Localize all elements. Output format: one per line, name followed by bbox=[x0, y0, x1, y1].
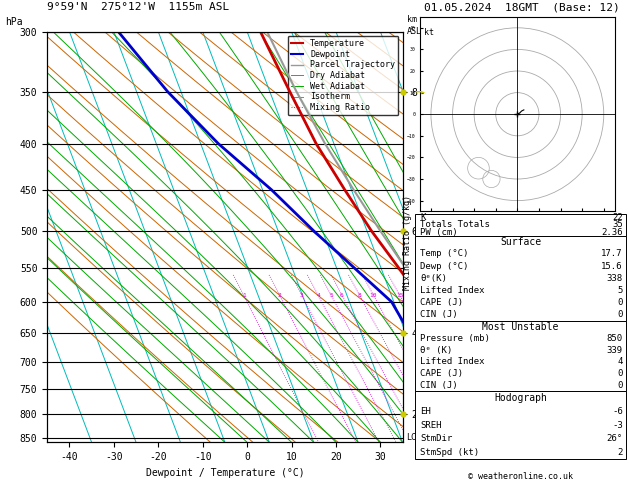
Text: 0: 0 bbox=[617, 310, 623, 319]
Text: StmSpd (kt): StmSpd (kt) bbox=[420, 448, 479, 457]
Text: 3: 3 bbox=[300, 293, 304, 298]
Text: Dewp (°C): Dewp (°C) bbox=[420, 261, 469, 271]
Text: LCL: LCL bbox=[406, 433, 421, 442]
Text: 01.05.2024  18GMT  (Base: 12): 01.05.2024 18GMT (Base: 12) bbox=[424, 2, 620, 12]
Text: K: K bbox=[420, 213, 426, 222]
Text: CIN (J): CIN (J) bbox=[420, 381, 458, 390]
Text: -3: -3 bbox=[612, 421, 623, 430]
Text: 22: 22 bbox=[612, 213, 623, 222]
Text: 0: 0 bbox=[617, 369, 623, 378]
Text: Lifted Index: Lifted Index bbox=[420, 286, 485, 295]
Text: 35: 35 bbox=[612, 220, 623, 229]
Text: 17.7: 17.7 bbox=[601, 249, 623, 259]
Text: ►: ► bbox=[421, 228, 426, 233]
Text: StmDir: StmDir bbox=[420, 434, 452, 443]
Text: km: km bbox=[407, 15, 417, 24]
Text: θᵉ (K): θᵉ (K) bbox=[420, 346, 452, 355]
Text: ►: ► bbox=[421, 89, 426, 94]
Text: PW (cm): PW (cm) bbox=[420, 227, 458, 237]
Text: 2.36: 2.36 bbox=[601, 227, 623, 237]
Text: 10: 10 bbox=[370, 293, 377, 298]
Text: SREH: SREH bbox=[420, 421, 442, 430]
Text: CAPE (J): CAPE (J) bbox=[420, 369, 463, 378]
Text: CAPE (J): CAPE (J) bbox=[420, 298, 463, 307]
Text: ASL: ASL bbox=[407, 27, 422, 36]
Text: ►: ► bbox=[421, 330, 426, 336]
Text: 26°: 26° bbox=[606, 434, 623, 443]
Text: CIN (J): CIN (J) bbox=[420, 310, 458, 319]
Text: © weatheronline.co.uk: © weatheronline.co.uk bbox=[468, 472, 573, 481]
Text: -6: -6 bbox=[612, 407, 623, 416]
Text: Pressure (mb): Pressure (mb) bbox=[420, 334, 490, 343]
Text: 6: 6 bbox=[340, 293, 344, 298]
Text: 5: 5 bbox=[617, 286, 623, 295]
Text: 15: 15 bbox=[396, 293, 403, 298]
Text: 15.6: 15.6 bbox=[601, 261, 623, 271]
Text: 338: 338 bbox=[606, 274, 623, 283]
Text: 4: 4 bbox=[316, 293, 320, 298]
Text: hPa: hPa bbox=[5, 17, 23, 27]
Text: 0: 0 bbox=[617, 381, 623, 390]
Text: Mixing Ratio (g/kg): Mixing Ratio (g/kg) bbox=[403, 195, 412, 291]
X-axis label: Dewpoint / Temperature (°C): Dewpoint / Temperature (°C) bbox=[145, 468, 304, 478]
Text: θᵉ(K): θᵉ(K) bbox=[420, 274, 447, 283]
Text: 4: 4 bbox=[617, 357, 623, 366]
Text: ►: ► bbox=[421, 412, 426, 417]
Text: 8: 8 bbox=[358, 293, 362, 298]
Text: EH: EH bbox=[420, 407, 431, 416]
Text: 2: 2 bbox=[617, 448, 623, 457]
Text: Most Unstable: Most Unstable bbox=[482, 322, 559, 331]
Text: 850: 850 bbox=[606, 334, 623, 343]
Text: Lifted Index: Lifted Index bbox=[420, 357, 485, 366]
Text: 2: 2 bbox=[278, 293, 281, 298]
Text: kt: kt bbox=[425, 28, 435, 37]
Legend: Temperature, Dewpoint, Parcel Trajectory, Dry Adiabat, Wet Adiabat, Isotherm, Mi: Temperature, Dewpoint, Parcel Trajectory… bbox=[287, 36, 398, 115]
Text: 0: 0 bbox=[617, 298, 623, 307]
Text: 1: 1 bbox=[242, 293, 245, 298]
Text: Surface: Surface bbox=[500, 237, 541, 247]
Text: 9°59'N  275°12'W  1155m ASL: 9°59'N 275°12'W 1155m ASL bbox=[47, 2, 230, 12]
Text: 5: 5 bbox=[329, 293, 333, 298]
Text: 339: 339 bbox=[606, 346, 623, 355]
Text: Temp (°C): Temp (°C) bbox=[420, 249, 469, 259]
Text: Hodograph: Hodograph bbox=[494, 393, 547, 403]
Text: Totals Totals: Totals Totals bbox=[420, 220, 490, 229]
